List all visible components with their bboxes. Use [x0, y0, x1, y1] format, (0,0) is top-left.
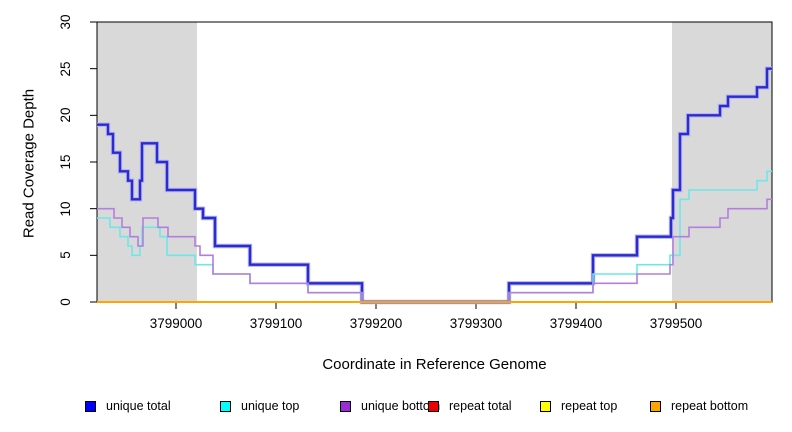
legend-swatch-icon [428, 400, 439, 412]
shaded-region-band [672, 22, 772, 302]
series-line-unique-bottom [97, 198, 772, 303]
legend-label: repeat total [449, 399, 512, 413]
series-line-unique-total [97, 67, 772, 304]
legend-label: unique bottom [361, 399, 441, 413]
x-tick-label: 3799100 [249, 316, 303, 331]
x-tick-label: 3799300 [449, 316, 503, 331]
x-tick-label: 3799400 [549, 316, 603, 331]
legend-label: unique total [106, 399, 171, 413]
legend-item-unique-top: unique top [220, 398, 299, 414]
legend-swatch-icon [650, 400, 661, 412]
legend-label: unique top [241, 399, 300, 413]
legend-item-unique-bottom: unique bottom [340, 398, 440, 414]
legend-item-repeat-total: repeat total [428, 398, 512, 414]
x-axis-title: Coordinate in Reference Genome [322, 356, 547, 373]
shaded-region-band [97, 22, 197, 302]
legend-swatch-icon [85, 400, 96, 412]
legend-item-repeat-top: repeat top [540, 398, 617, 414]
x-tick-label: 3799200 [349, 316, 403, 331]
legend-swatch-icon [220, 400, 231, 412]
x-tick-label: 3799000 [149, 316, 203, 331]
y-axis-title: Read Coverage Depth [20, 88, 38, 239]
legend-item-repeat-bottom: repeat bottom [650, 398, 748, 414]
legend-item-unique-total: unique total [85, 398, 171, 414]
legend-label: repeat top [561, 399, 618, 413]
legend-swatch-icon [340, 400, 351, 412]
legend-swatch-icon [540, 400, 551, 412]
x-tick-label: 3799500 [649, 316, 703, 331]
legend-label: repeat bottom [671, 399, 749, 413]
y-tick-label: 30 [58, 14, 73, 30]
chart-legend: unique total unique top unique bottom repea… [0, 398, 792, 418]
